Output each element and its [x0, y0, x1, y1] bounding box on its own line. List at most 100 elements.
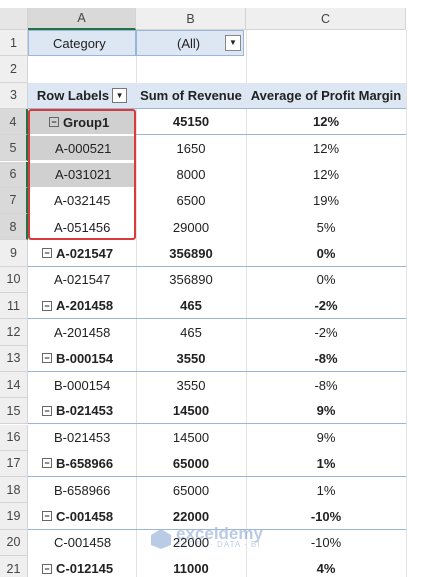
- cell-text: 22000: [172, 508, 210, 524]
- collapse-button[interactable]: −: [42, 563, 52, 574]
- row-label: B-021453: [28, 425, 136, 451]
- cell-text: B-000154: [56, 350, 114, 366]
- value-cell: 22000: [136, 503, 246, 530]
- filter-button[interactable]: ▼: [112, 87, 128, 103]
- cell-text: 65000: [172, 455, 210, 471]
- value-cell: 465: [136, 293, 246, 320]
- value-cell: 12%: [246, 135, 406, 161]
- cell-text: 1%: [316, 455, 336, 471]
- row-label: − A-201458: [28, 293, 136, 320]
- row-header: 1: [0, 30, 28, 57]
- row-header: 14: [0, 371, 28, 399]
- cell-text: C-012145: [56, 561, 114, 577]
- cell-text: 11000: [173, 561, 209, 577]
- row-header: 2: [0, 56, 28, 83]
- collapse-button[interactable]: −: [42, 511, 52, 522]
- row-label: − C-012145: [28, 556, 136, 577]
- row-header: 5: [0, 135, 28, 162]
- row-header: 19: [0, 503, 28, 530]
- row-label: A-031021: [28, 161, 136, 188]
- value-cell: -10%: [246, 530, 406, 556]
- row-header: 4: [0, 108, 28, 136]
- cell-text: C-001458: [54, 535, 112, 551]
- cell-text: 0%: [316, 245, 336, 261]
- value-cell: 5%: [246, 214, 406, 240]
- value-cell: -8%: [246, 372, 406, 398]
- value-cell: 14500: [136, 398, 246, 425]
- row-header: 16: [0, 424, 28, 451]
- row-header: 8: [0, 214, 28, 241]
- value-cell: -8%: [246, 346, 406, 372]
- value-cell: 6500: [136, 188, 246, 214]
- row-header: 10: [0, 266, 28, 293]
- cell-text: 5%: [316, 219, 336, 235]
- cell-text: A-000521: [55, 140, 112, 156]
- cell-text: 6500: [176, 193, 206, 209]
- cell-text: 45150: [172, 114, 210, 130]
- watermark-logo: [151, 529, 171, 549]
- cell-text: 29000: [172, 219, 210, 235]
- row-label: A-051456: [28, 214, 136, 240]
- row-label: A-000521: [28, 135, 136, 162]
- watermark-tagline: EXCEL · DATA · BI: [176, 540, 261, 549]
- cell-text: 22000: [172, 535, 210, 551]
- cell-text: B-000154: [54, 377, 111, 393]
- highlight-box: [28, 108, 136, 241]
- value-cell: 3550: [136, 372, 246, 398]
- cell-text: 9%: [316, 430, 336, 446]
- cell-text: A-201458: [56, 298, 114, 314]
- cell-text: 3550: [176, 377, 206, 393]
- row-header: 17: [0, 450, 28, 478]
- cell-text: -2%: [314, 298, 338, 314]
- value-cell: 0%: [246, 267, 406, 293]
- cell-text: 14500: [172, 403, 210, 419]
- row-header: 21: [0, 556, 28, 577]
- row-header: 11: [0, 293, 28, 320]
- row-header: 15: [0, 398, 28, 425]
- value-cell: 1650: [136, 135, 246, 161]
- cell-text: 65000: [172, 482, 210, 498]
- collapse-button[interactable]: −: [42, 248, 52, 259]
- value-cell: 14500: [136, 425, 246, 451]
- cell-text: 9%: [316, 403, 336, 419]
- cell-text: A-031021: [55, 167, 112, 183]
- cell-text: 8000: [176, 167, 206, 183]
- table-header: Row Labels ▼: [28, 82, 136, 109]
- collapse-button[interactable]: −: [42, 405, 52, 416]
- value-cell: 45150: [136, 109, 246, 136]
- value-cell: 356890: [136, 267, 246, 293]
- value-cell: 12%: [246, 162, 406, 188]
- collapse-button[interactable]: −: [42, 300, 52, 311]
- row-label: A-201458: [28, 319, 136, 345]
- row-header: 9: [0, 240, 28, 267]
- cell-text: -8%: [314, 377, 338, 393]
- dropdown-button[interactable]: ▼: [225, 35, 241, 52]
- collapse-button[interactable]: −: [49, 117, 59, 128]
- value-cell: 9%: [246, 398, 406, 425]
- cell-text: 356890: [169, 245, 213, 261]
- collapse-button[interactable]: −: [42, 458, 52, 469]
- value-cell: 65000: [136, 451, 246, 478]
- row-header: 6: [0, 161, 28, 188]
- row-label: A-032145: [28, 188, 136, 214]
- cell-text: -2%: [314, 324, 338, 340]
- row-header: 13: [0, 345, 28, 372]
- value-cell: 12%: [246, 109, 406, 136]
- cell-text: A-032145: [54, 193, 111, 209]
- value-cell: 8000: [136, 162, 246, 188]
- cell-text: 465: [180, 324, 202, 340]
- filter-label: Category: [28, 30, 136, 57]
- value-cell: 1%: [246, 477, 406, 503]
- value-cell: -2%: [246, 319, 406, 345]
- col-line: [406, 30, 407, 577]
- cell-text: 1650: [176, 140, 206, 156]
- row-label: − B-658966: [28, 451, 136, 478]
- cell-text: -10%: [310, 535, 342, 551]
- value-cell: 356890: [136, 240, 246, 267]
- cell-text: Group1: [63, 114, 110, 130]
- collapse-button[interactable]: −: [42, 353, 52, 364]
- column-header: A: [28, 8, 136, 30]
- row-label: C-001458: [28, 530, 136, 556]
- value-cell: 3550: [136, 346, 246, 372]
